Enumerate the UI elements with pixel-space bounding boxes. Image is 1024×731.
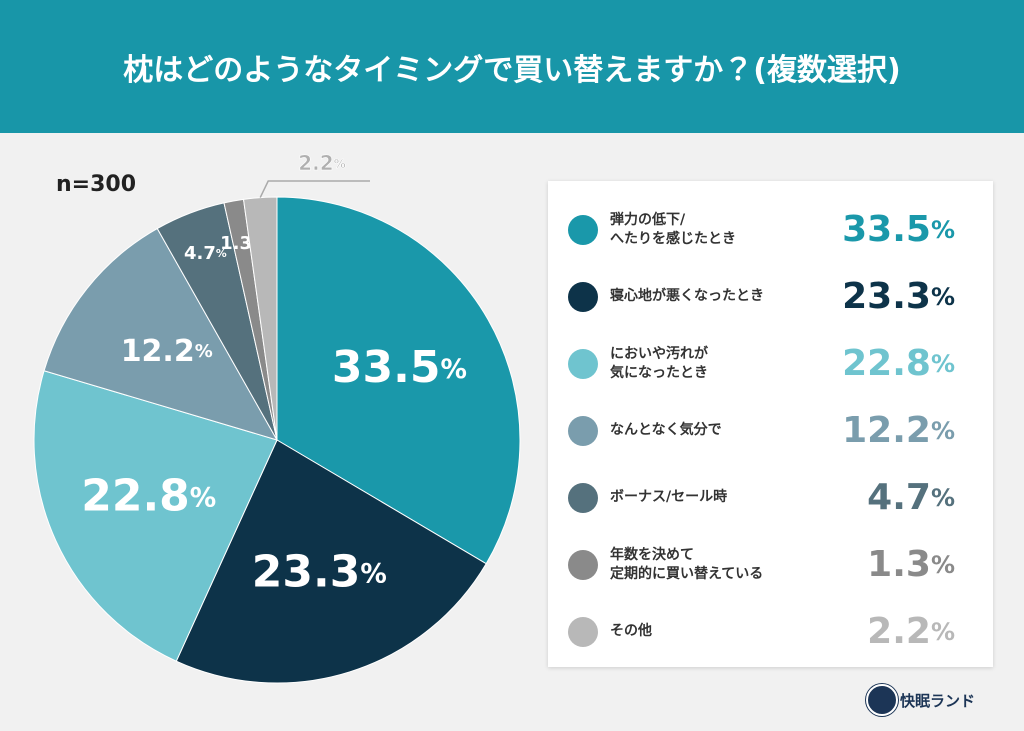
legend-label: においや汚れが 気になったとき [610,345,708,381]
legend-item: 寝心地が悪くなったとき 23.3% [548,262,993,331]
legend-swatch [568,617,598,647]
legend-label: 寝心地が悪くなったとき [610,288,764,305]
data-label: 4.7% [184,243,227,264]
leader-line [259,180,370,198]
legend-label: 年数を決めて 定期的に買い替えている [610,546,764,582]
legend-swatch [568,483,598,513]
legend-value: 1.3% [867,544,955,585]
pie-slice [242,196,278,441]
legend-value: 22.8% [842,343,955,384]
legend-swatch [568,349,598,379]
legend-value: 4.7% [867,477,955,518]
legend-swatch [568,416,598,446]
data-label: 2.2% [298,151,345,175]
legend-item: その他 2.2% [548,597,993,666]
legend-label: 弾力の低下/ へたりを感じたとき [610,211,736,247]
pie-slice [276,196,521,565]
chart-title: 枕はどのようなタイミングで買い替えますか？(複数選択) [123,52,901,88]
legend-swatch [568,550,598,580]
legend-label: ボーナス/セール時 [610,489,728,506]
legend-value: 2.2% [867,611,955,652]
legend-value: 12.2% [842,410,955,451]
legend-label: なんとなく気分で [610,422,722,439]
pie-slice [43,227,279,441]
legend-value: 33.5% [842,209,955,250]
legend-label: その他 [610,623,652,640]
legend-item: 年数を決めて 定期的に買い替えている 1.3% [548,530,993,599]
data-label: 22.8% [81,470,216,521]
pie-slice [33,370,278,662]
data-label: 33.5% [332,342,467,393]
pie-slice [175,439,487,684]
header: 枕はどのようなタイミングで買い替えますか？(複数選択) [0,0,1024,133]
legend-item: なんとなく気分で 12.2% [548,396,993,465]
data-label: 12.2% [121,334,213,369]
brand: 快眠ランド [900,692,976,710]
legend-swatch [568,215,598,245]
data-label: 23.3% [252,546,387,597]
legend-value: 23.3% [842,276,955,317]
logo [866,684,898,716]
legend-item: ボーナス/セール時 4.7% [548,463,993,532]
legend: 弾力の低下/ へたりを感じたとき 33.5% 寝心地が悪くなったとき 23.3% におい… [548,181,993,667]
legend-item: 弾力の低下/ へたりを感じたとき 33.5% [548,195,993,264]
legend-swatch [568,282,598,312]
annotation: n=300 [56,172,137,197]
legend-item: においや汚れが 気になったとき 22.8% [548,329,993,398]
